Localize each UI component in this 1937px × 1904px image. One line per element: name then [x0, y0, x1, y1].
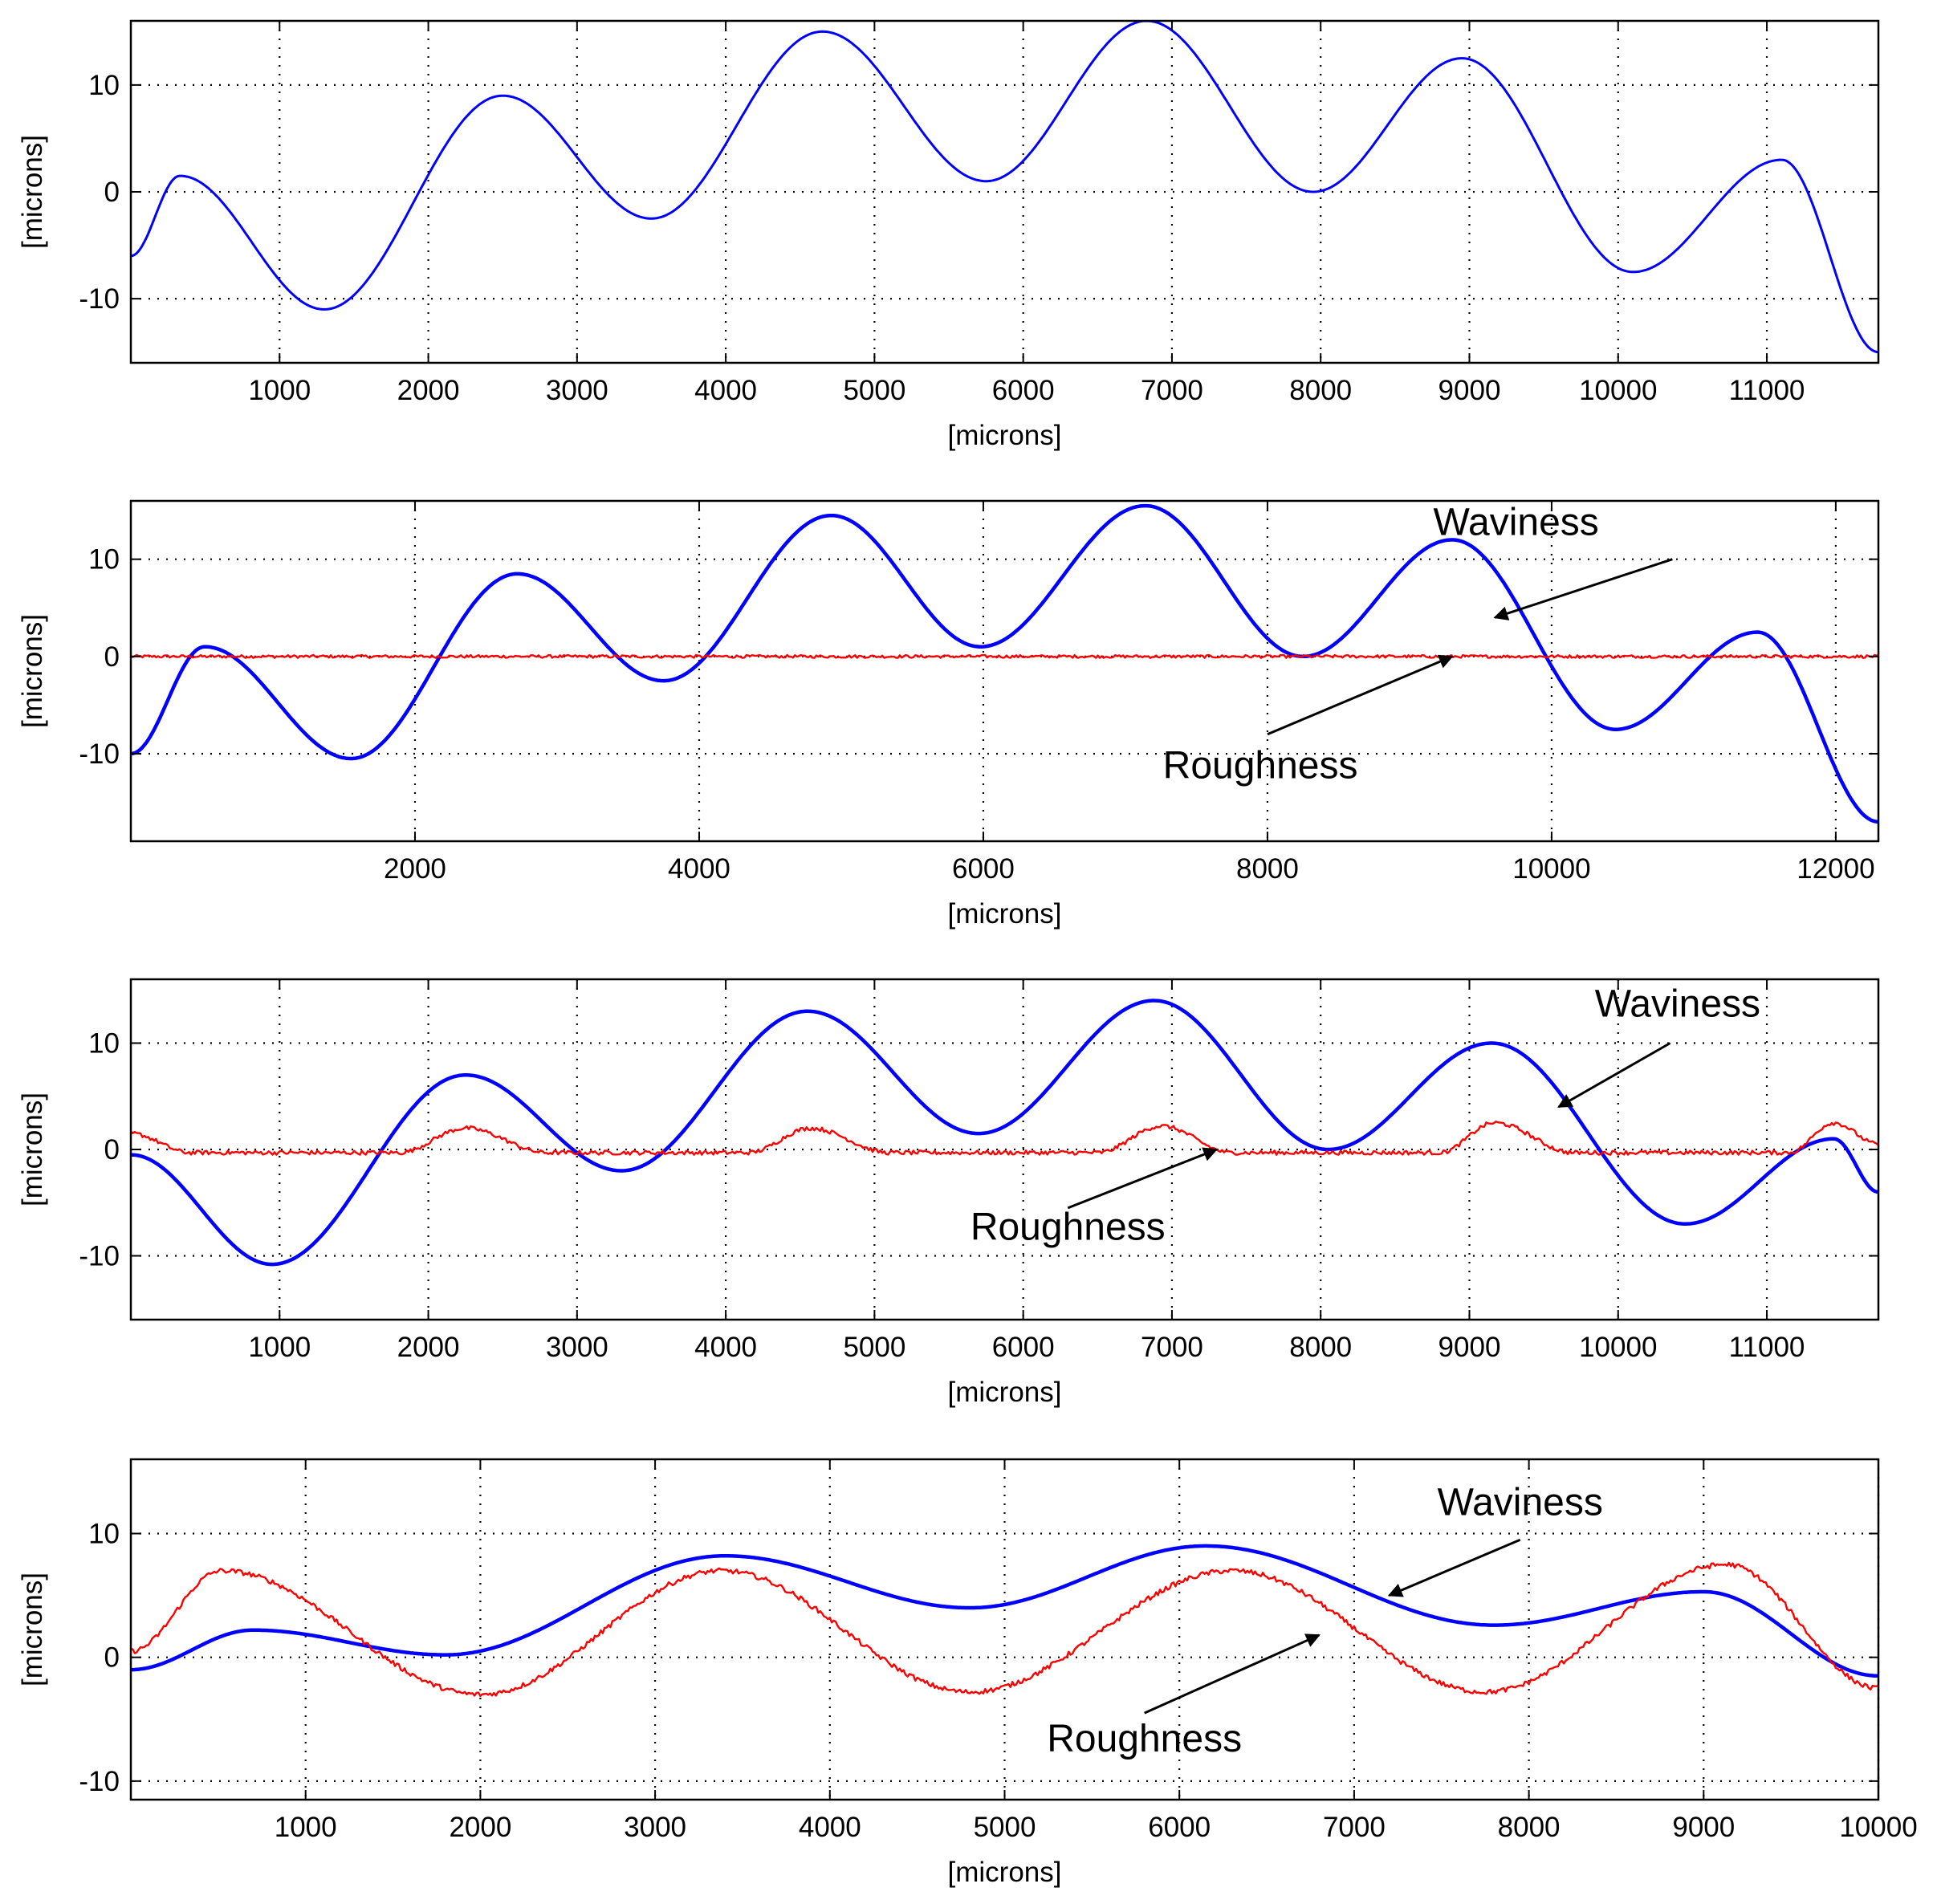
x-axis-label: [microns]: [948, 420, 1062, 451]
annotation-roughness: Roughness: [1047, 1718, 1242, 1760]
series-line-2: [131, 1121, 1878, 1156]
x-tick-label: 11000: [1729, 1332, 1805, 1363]
y-tick-label: 0: [104, 177, 120, 208]
annotation-roughness: Roughness: [1163, 744, 1358, 787]
x-tick-label: 7000: [1141, 375, 1203, 406]
x-tick-label: 1000: [248, 1332, 311, 1363]
annotation-waviness: Waviness: [1595, 983, 1760, 1025]
annotation-waviness: Waviness: [1438, 1481, 1603, 1524]
x-tick-label: 2000: [384, 853, 446, 885]
x-tick-label: 2000: [449, 1812, 511, 1843]
chart-4: 1000 2000 3000 4000 5000 6000 7000 8000 9000 1000…: [17, 1458, 1918, 1888]
x-tick-label: 5000: [974, 1812, 1036, 1843]
y-tick-label: 10: [88, 1519, 120, 1550]
x-tick-label: 8000: [1289, 375, 1352, 406]
y-tick-label: 0: [104, 641, 120, 673]
y-tick-label: -10: [79, 1241, 120, 1272]
x-tick-label: 3000: [546, 375, 608, 406]
x-tick-label: 6000: [992, 1332, 1055, 1363]
x-tick-label: 6000: [952, 853, 1015, 885]
y-tick-label: 0: [104, 1642, 120, 1674]
x-tick-label: 10000: [1512, 853, 1590, 885]
x-tick-label: 4000: [799, 1812, 861, 1843]
x-tick-label: 10000: [1579, 375, 1657, 406]
x-tick-label: 6000: [992, 375, 1055, 406]
x-axis-label: [microns]: [948, 1857, 1062, 1888]
annotation-arrow-roughness: [1267, 654, 1454, 736]
annotation-arrow-roughness: [1144, 1633, 1321, 1715]
series-line-1: [131, 1544, 1878, 1678]
plot-frame: [129, 1458, 1880, 1801]
chart-1: 1000 2000 3000 4000 5000 6000 7000 8000 9000 1000…: [17, 19, 1880, 451]
x-tick-label: 10000: [1839, 1812, 1917, 1843]
x-tick-label: 7000: [1141, 1332, 1203, 1363]
x-tick-label: 3000: [624, 1812, 686, 1843]
y-tick-label: -10: [79, 738, 120, 770]
annotation-roughness: Roughness: [971, 1206, 1166, 1249]
y-tick-label: 10: [88, 544, 120, 576]
x-tick-label: 1000: [248, 375, 311, 406]
x-axis-label: [microns]: [948, 898, 1062, 930]
charts-root: 1000 2000 3000 4000 5000 6000 7000 8000 9000 1000…: [17, 19, 1918, 1888]
x-tick-label: 9000: [1439, 375, 1501, 406]
annotation-arrow-roughness: [1067, 1147, 1219, 1210]
x-tick-label: 5000: [843, 375, 905, 406]
x-tick-label: 9000: [1672, 1812, 1735, 1843]
annotation-waviness: Waviness: [1434, 501, 1599, 543]
series-line-2: [131, 1561, 1878, 1698]
y-tick-label: 10: [88, 70, 120, 101]
annotation-arrow-waviness: [1387, 1538, 1521, 1597]
x-tick-label: 9000: [1439, 1332, 1501, 1363]
plot-frame: [129, 499, 1880, 843]
x-tick-label: 2000: [397, 1332, 460, 1363]
y-axis-label: [microns]: [17, 1092, 48, 1206]
y-tick-label: 10: [88, 1028, 120, 1060]
series-line-2: [131, 653, 1878, 659]
x-tick-label: 11000: [1729, 375, 1805, 406]
y-tick-label: -10: [79, 1766, 120, 1797]
x-tick-label: 4000: [694, 375, 757, 406]
y-tick-label: 0: [104, 1134, 120, 1166]
annotation-arrow-waviness: [1557, 1042, 1671, 1109]
series-line-1: [131, 999, 1878, 1267]
x-tick-label: 5000: [843, 1332, 905, 1363]
plot-frame: [129, 978, 1880, 1321]
x-axis-label: [microns]: [948, 1377, 1062, 1408]
x-tick-label: 8000: [1289, 1332, 1352, 1363]
x-tick-label: 8000: [1236, 853, 1299, 885]
annotation-arrow-waviness: [1493, 558, 1673, 620]
x-tick-label: 1000: [275, 1812, 337, 1843]
plot-frame: [129, 19, 1880, 364]
y-axis-label: [microns]: [17, 614, 48, 728]
x-tick-label: 4000: [668, 853, 730, 885]
y-axis-label: [microns]: [17, 1572, 48, 1686]
x-tick-label: 8000: [1498, 1812, 1561, 1843]
x-tick-label: 6000: [1148, 1812, 1211, 1843]
y-tick-label: -10: [79, 283, 120, 315]
y-axis-label: [microns]: [17, 135, 48, 249]
x-tick-label: 2000: [397, 375, 460, 406]
x-tick-label: 10000: [1579, 1332, 1657, 1363]
x-tick-label: 12000: [1797, 853, 1874, 885]
chart-2: 2000 4000 6000 8000 10000 12000 -10 0 10 [microns…: [17, 499, 1880, 930]
chart-3: 1000 2000 3000 4000 5000 6000 7000 8000 9000 1000…: [17, 978, 1880, 1408]
series-line-1: [131, 21, 1878, 354]
x-tick-label: 4000: [694, 1332, 757, 1363]
x-tick-label: 7000: [1323, 1812, 1386, 1843]
x-tick-label: 3000: [546, 1332, 608, 1363]
series-line-1: [131, 503, 1878, 824]
